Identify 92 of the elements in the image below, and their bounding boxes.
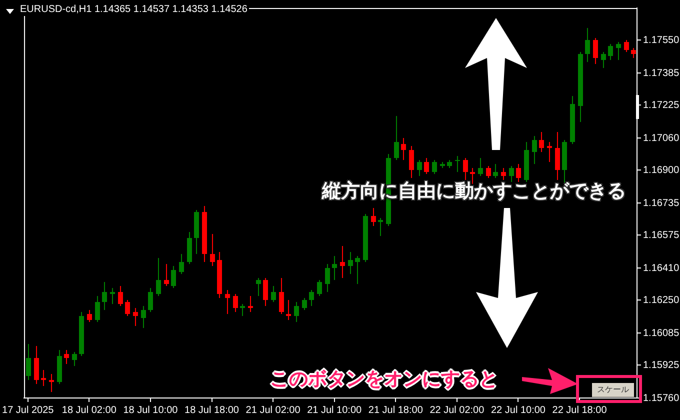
candlestick [509,166,514,182]
candlestick [332,256,337,280]
x-tick-label: 21 Jul 02:00 [246,404,301,416]
candlestick [455,156,460,172]
y-tick-label: 1.17385 [643,68,680,79]
y-tick-label: 1.16085 [643,328,680,339]
x-tick-label: 18 Jul 18:00 [184,404,240,416]
x-tick-label: 22 Jul 18:00 [552,404,608,416]
candlestick [110,288,115,304]
candlestick [271,286,276,302]
candlestick [133,308,138,326]
candlestick [555,132,560,180]
chart-title: EURUSD-cd,H1 1.14365 1.14537 1.14353 1.14526 [18,4,250,16]
candlestick [210,234,215,266]
y-tick-label: 1.15925 [643,360,680,371]
candlestick [608,44,613,60]
candlestick [118,286,123,306]
candlestick [279,278,284,314]
candlestick [631,48,636,58]
candlestick [156,258,161,296]
candlestick [187,232,192,264]
candlestick [348,252,353,274]
candlestick [87,310,92,322]
candlestick [317,280,322,296]
candlestick [325,264,330,292]
candlestick [141,306,146,328]
candlestick [302,298,307,310]
candlestick [34,346,39,384]
candlestick [378,218,383,236]
candlestick [516,164,521,182]
candlestick [463,158,468,180]
y-tick-label: 1.16735 [643,198,680,209]
candlestick [601,52,606,68]
x-tick-label: 21 Jul 10:00 [307,404,362,416]
x-tick-label: 21 Jul 18:00 [368,404,424,416]
candlestick [164,264,169,286]
candlestick [64,350,69,364]
candlestick [179,254,184,274]
candlestick [409,146,414,178]
candlestick [309,290,314,306]
y-tick-label: 1.17060 [643,132,680,144]
candlestick [371,208,376,226]
x-tick-label: 18 Jul 10:00 [123,404,178,416]
candlestick [401,138,406,160]
candlestick [493,164,498,178]
candlestick [432,160,437,174]
y-tick-label: 1.15760 [643,392,680,404]
y-tick-label: 1.16410 [643,262,680,274]
candlestick [539,132,544,152]
candlestick [486,166,491,178]
candlestick [417,160,422,176]
candlestick [501,168,506,180]
candlestick [263,278,268,306]
candlestick [125,300,130,316]
candlestick [355,256,360,284]
candlestick [624,40,629,52]
button: スケール [592,383,634,397]
candlestick [585,28,590,62]
x-tick-label: 17 Jul 2025 [2,404,54,416]
candlestick [41,370,46,386]
candlestick [394,116,399,160]
candlestick [240,304,245,316]
y-tick-label: 1.16900 [643,164,680,176]
candlestick [95,296,100,322]
candlestick [256,278,261,296]
annotation: 縦方向に自由に動かすことができる [322,179,626,204]
annotation: このボタンをオンにすると [270,367,498,392]
x-tick-label: 22 Jul 10:00 [490,404,546,416]
candlestick [171,266,176,288]
candlestick [233,294,238,312]
y-tick-label: 1.17225 [643,100,680,111]
candlestick [478,158,483,176]
y-tick-label: 1.16250 [643,294,680,306]
x-tick-label: 22 Jul 02:00 [430,404,485,416]
candlestick [616,42,621,60]
candlestick [593,38,598,64]
candlestick [148,288,153,312]
candlestick [102,282,107,310]
x-tick-label: 18 Jul 02:00 [62,404,117,416]
candlestick [547,142,552,162]
y-tick-label: 1.16575 [643,230,680,241]
candlestick [225,290,230,314]
candlestick [294,302,299,322]
candlestick [49,374,54,392]
candlestick [286,300,291,320]
candlestick [72,352,77,366]
candlestick [26,344,31,380]
y-tick-label: 1.17550 [643,34,680,46]
candlestick [248,296,253,312]
candlestick [424,158,429,174]
candlestick [532,136,537,164]
candlestick [340,246,345,278]
